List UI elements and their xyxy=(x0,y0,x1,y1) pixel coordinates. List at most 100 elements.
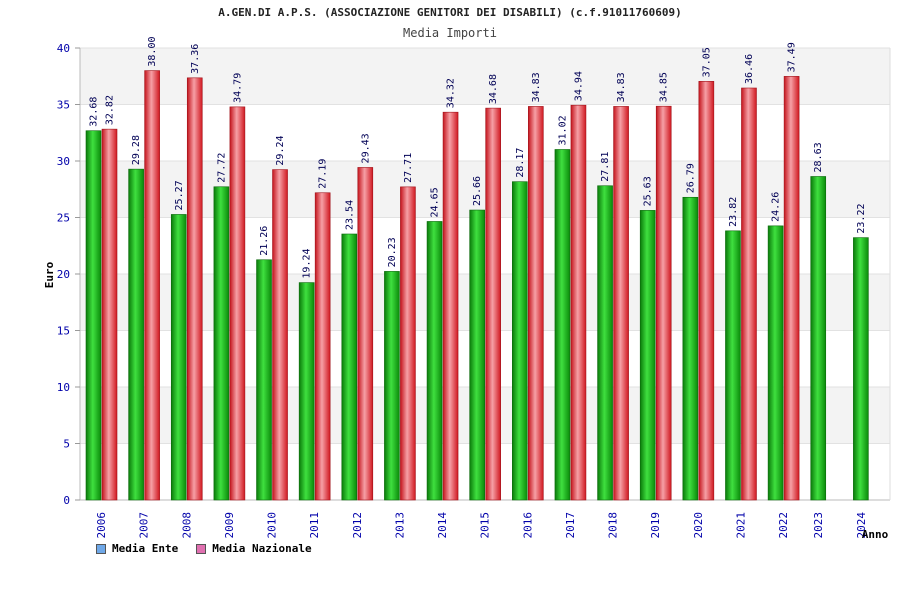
y-tick-label: 15 xyxy=(57,325,70,338)
legend-item-media-nazionale: Media Nazionale xyxy=(196,542,312,555)
x-tick-label: 2018 xyxy=(607,512,620,539)
bar-media-ente-2016 xyxy=(512,181,528,501)
bar-media-ente-2011 xyxy=(298,282,315,501)
bar-media-ente-2009 xyxy=(213,186,230,501)
y-tick-label: 0 xyxy=(63,494,70,507)
bar-media-ente-2020 xyxy=(682,196,699,501)
data-label: 37.36 xyxy=(190,44,201,74)
bar-media-ente-2022 xyxy=(767,225,784,501)
legend-label-media-ente: Media Ente xyxy=(112,542,179,555)
bar-media-ente-2008 xyxy=(170,214,187,501)
y-tick-label: 35 xyxy=(57,99,70,112)
data-labels: 32.68 32.82 29.28 38.00 25.27 37.36 27.72 34.79… xyxy=(89,36,867,278)
y-tick-label: 30 xyxy=(57,155,70,168)
data-label: 34.32 xyxy=(446,78,457,108)
data-label: 37.49 xyxy=(787,42,798,72)
data-label: 37.05 xyxy=(701,47,712,77)
data-label: 27.71 xyxy=(403,153,414,183)
y-tick-label: 20 xyxy=(57,268,70,281)
x-tick-label: 2008 xyxy=(180,512,193,539)
legend: Media Ente Media Nazionale xyxy=(96,542,312,555)
x-axis-label: Anno xyxy=(862,528,889,541)
bar-media-ente-2010 xyxy=(256,259,272,501)
data-label: 34.94 xyxy=(573,71,584,101)
data-label: 28.17 xyxy=(515,148,526,178)
x-tick-label: 2013 xyxy=(393,512,406,539)
y-axis: 0 5 10 15 20 25 30 35 40 xyxy=(57,42,80,507)
bar-media-nazionale-2006 xyxy=(101,128,118,501)
bar-media-nazionale-2017 xyxy=(570,104,587,501)
x-tick-label: 2016 xyxy=(521,512,534,539)
y-tick-label: 5 xyxy=(63,438,70,451)
legend-item-media-ente: Media Ente xyxy=(96,542,178,555)
bar-media-nazionale-2018 xyxy=(613,106,629,501)
data-label: 36.46 xyxy=(744,54,755,84)
bar-media-nazionale-2014 xyxy=(442,111,459,501)
x-tick-label: 2023 xyxy=(812,512,825,539)
x-tick-label: 2011 xyxy=(308,512,321,539)
y-tick-label: 25 xyxy=(57,212,70,225)
data-label: 23.54 xyxy=(344,200,355,230)
x-tick-label: 2014 xyxy=(436,512,449,539)
data-label: 21.26 xyxy=(259,226,270,256)
data-label: 29.28 xyxy=(131,135,142,165)
bar-media-nazionale-2015 xyxy=(485,107,501,501)
x-tick-label: 2022 xyxy=(777,512,790,539)
data-label: 34.79 xyxy=(232,73,243,103)
bar-media-ente-2019 xyxy=(639,210,656,501)
x-tick-label: 2010 xyxy=(266,512,279,539)
bar-media-ente-2024 xyxy=(853,237,869,501)
legend-swatch-media-ente xyxy=(96,543,106,554)
data-label: 24.26 xyxy=(771,192,782,222)
bar-media-nazionale-2012 xyxy=(357,167,374,501)
data-label: 25.27 xyxy=(174,180,185,210)
x-tick-label: 2017 xyxy=(564,512,577,539)
data-label: 27.19 xyxy=(318,159,329,189)
bar-media-nazionale-2020 xyxy=(698,81,715,501)
data-label: 32.68 xyxy=(89,97,100,127)
x-tick-label: 2021 xyxy=(734,512,747,539)
bar-media-ente-2012 xyxy=(341,233,358,501)
bar-media-nazionale-2013 xyxy=(400,186,416,501)
data-label: 23.22 xyxy=(856,204,867,234)
bar-media-ente-2006 xyxy=(85,130,102,501)
bar-media-ente-2018 xyxy=(597,185,613,501)
bar-media-ente-2017 xyxy=(554,149,571,501)
x-tick-label: 2020 xyxy=(692,512,705,539)
legend-label-media-nazionale: Media Nazionale xyxy=(212,542,312,555)
x-tick-label: 2015 xyxy=(479,512,492,539)
bar-media-nazionale-2022 xyxy=(783,76,800,501)
data-label: 25.66 xyxy=(472,176,483,206)
bar-media-ente-2015 xyxy=(469,209,485,501)
data-label: 34.83 xyxy=(616,72,627,102)
data-label: 31.02 xyxy=(557,115,568,145)
data-label: 25.63 xyxy=(643,176,654,206)
data-label: 23.82 xyxy=(728,197,739,227)
bar-media-nazionale-2021 xyxy=(741,87,757,501)
chart-subtitle: Media Importi xyxy=(403,26,497,40)
data-label: 29.43 xyxy=(360,133,371,163)
chart-title: A.GEN.DI A.P.S. (ASSOCIAZIONE GENITORI D… xyxy=(218,6,682,19)
data-label: 27.81 xyxy=(600,152,611,182)
bar-media-nazionale-2010 xyxy=(272,169,288,501)
data-label: 34.85 xyxy=(659,72,670,102)
data-label: 34.68 xyxy=(488,74,499,104)
y-axis-label: Euro xyxy=(43,261,56,288)
bar-media-nazionale-2011 xyxy=(314,192,331,501)
data-label: 32.82 xyxy=(105,95,116,125)
data-label: 26.79 xyxy=(685,163,696,193)
bar-media-ente-2013 xyxy=(384,271,400,501)
bar-media-nazionale-2016 xyxy=(528,106,544,501)
bar-media-nazionale-2008 xyxy=(186,77,203,501)
data-label: 27.72 xyxy=(216,153,227,183)
bar-media-nazionale-2007 xyxy=(144,70,160,501)
bar-media-ente-2021 xyxy=(725,230,741,501)
x-tick-label: 2006 xyxy=(95,512,108,539)
data-label: 24.65 xyxy=(430,187,441,217)
x-tick-label: 2019 xyxy=(649,512,662,539)
bar-media-nazionale-2019 xyxy=(655,105,672,501)
bar-media-nazionale-2009 xyxy=(229,106,246,501)
data-label: 19.24 xyxy=(302,248,313,278)
x-tick-label: 2007 xyxy=(138,512,151,539)
